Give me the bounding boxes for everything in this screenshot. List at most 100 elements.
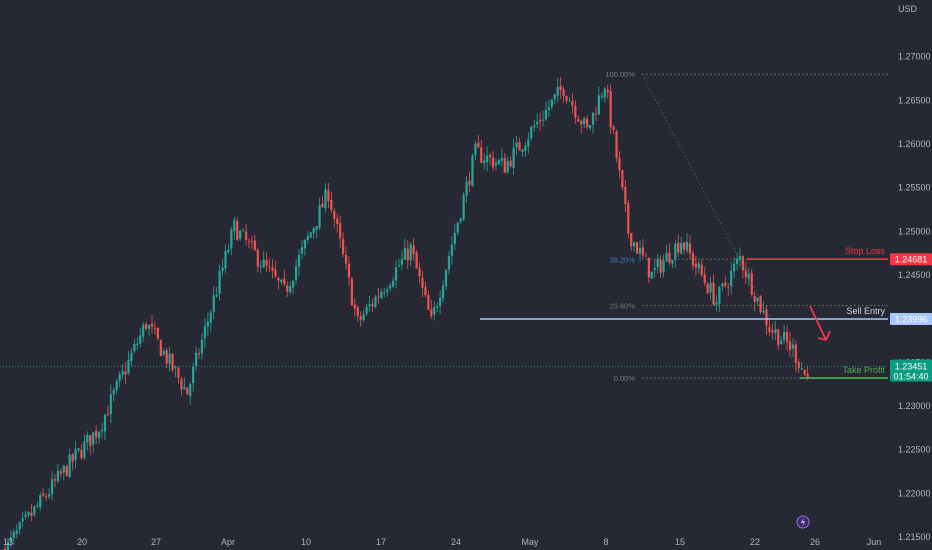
- candle-body[interactable]: [83, 441, 86, 458]
- candle-body[interactable]: [236, 221, 239, 241]
- candle-body[interactable]: [665, 253, 668, 262]
- candle-body[interactable]: [21, 518, 24, 522]
- candle-body[interactable]: [577, 119, 580, 122]
- candle-body[interactable]: [174, 366, 177, 369]
- candle-body[interactable]: [583, 118, 586, 125]
- candle-body[interactable]: [538, 120, 542, 122]
- candle-body[interactable]: [374, 296, 377, 308]
- candle-body[interactable]: [724, 282, 727, 286]
- candle-body[interactable]: [774, 329, 777, 334]
- candle-body[interactable]: [145, 323, 148, 329]
- candle-body[interactable]: [77, 448, 80, 451]
- candle-body[interactable]: [400, 258, 403, 265]
- candle-body[interactable]: [744, 270, 747, 277]
- candle-body[interactable]: [186, 387, 189, 395]
- candle-body[interactable]: [112, 389, 115, 395]
- candle-body[interactable]: [536, 121, 539, 125]
- candle-body[interactable]: [50, 479, 54, 495]
- candle-body[interactable]: [103, 414, 107, 432]
- candle-body[interactable]: [86, 434, 89, 443]
- candle-body[interactable]: [71, 454, 74, 462]
- candle-body[interactable]: [109, 394, 112, 414]
- candle-body[interactable]: [471, 155, 474, 187]
- candle-body[interactable]: [353, 304, 356, 309]
- candle-body[interactable]: [39, 495, 42, 508]
- candle-body[interactable]: [515, 142, 518, 148]
- candle-body[interactable]: [750, 273, 753, 296]
- candle-body[interactable]: [183, 386, 186, 390]
- candle-body[interactable]: [303, 239, 306, 249]
- candle-body[interactable]: [727, 287, 730, 289]
- candle-body[interactable]: [456, 222, 459, 233]
- candle-body[interactable]: [541, 119, 545, 121]
- candle-body[interactable]: [297, 255, 301, 267]
- candle-body[interactable]: [506, 161, 509, 172]
- candle-body[interactable]: [594, 113, 598, 115]
- candle-body[interactable]: [780, 341, 783, 345]
- candle-body[interactable]: [691, 252, 695, 266]
- candle-body[interactable]: [244, 231, 248, 240]
- candle-body[interactable]: [483, 160, 486, 164]
- candle-body[interactable]: [209, 312, 212, 323]
- candle-body[interactable]: [97, 432, 101, 439]
- candle-body[interactable]: [700, 264, 703, 275]
- candle-body[interactable]: [656, 259, 659, 268]
- candle-body[interactable]: [544, 109, 548, 120]
- candle-body[interactable]: [586, 118, 589, 128]
- candle-body[interactable]: [730, 270, 733, 287]
- candle-body[interactable]: [386, 289, 389, 293]
- candle-body[interactable]: [306, 236, 309, 241]
- candle-body[interactable]: [624, 186, 627, 204]
- candle-body[interactable]: [368, 304, 371, 307]
- candle-body[interactable]: [68, 454, 71, 477]
- candle-body[interactable]: [139, 334, 142, 344]
- candle-body[interactable]: [444, 269, 448, 287]
- candle-body[interactable]: [783, 332, 786, 340]
- candle-body[interactable]: [415, 252, 418, 269]
- candle-body[interactable]: [327, 190, 330, 202]
- candle-body[interactable]: [403, 248, 406, 260]
- candle-body[interactable]: [738, 255, 742, 260]
- candle-body[interactable]: [703, 274, 706, 283]
- candle-body[interactable]: [680, 243, 683, 254]
- candle-body[interactable]: [553, 94, 556, 100]
- candle-body[interactable]: [330, 199, 333, 210]
- candle-body[interactable]: [421, 277, 424, 288]
- candle-body[interactable]: [342, 239, 345, 254]
- candle-body[interactable]: [441, 285, 445, 299]
- candle-body[interactable]: [447, 256, 451, 270]
- candle-body[interactable]: [53, 479, 57, 481]
- candle-body[interactable]: [638, 247, 642, 254]
- candle-body[interactable]: [221, 267, 224, 272]
- candle-body[interactable]: [465, 181, 468, 196]
- candle-body[interactable]: [706, 283, 709, 294]
- candle-body[interactable]: [765, 309, 768, 326]
- candle-body[interactable]: [721, 283, 724, 287]
- candle-body[interactable]: [518, 142, 521, 151]
- candle-body[interactable]: [250, 241, 254, 243]
- candle-body[interactable]: [430, 309, 433, 317]
- candles[interactable]: [3, 76, 809, 550]
- candle-body[interactable]: [630, 233, 633, 247]
- candle-body[interactable]: [224, 250, 227, 269]
- candle-body[interactable]: [474, 143, 477, 156]
- candle-body[interactable]: [339, 223, 342, 239]
- candle-body[interactable]: [344, 255, 348, 264]
- candle-body[interactable]: [677, 242, 680, 253]
- candle-body[interactable]: [662, 260, 665, 273]
- candle-body[interactable]: [688, 243, 692, 254]
- candle-body[interactable]: [588, 125, 592, 129]
- candle-body[interactable]: [503, 158, 506, 174]
- candle-body[interactable]: [565, 96, 568, 101]
- candle-body[interactable]: [247, 241, 251, 243]
- candle-body[interactable]: [315, 226, 318, 230]
- candle-body[interactable]: [356, 307, 359, 316]
- candle-body[interactable]: [189, 384, 192, 396]
- candle-body[interactable]: [171, 353, 174, 370]
- candle-body[interactable]: [489, 154, 492, 158]
- candle-body[interactable]: [574, 105, 577, 118]
- candle-body[interactable]: [424, 287, 427, 296]
- candle-body[interactable]: [177, 368, 180, 378]
- candle-body[interactable]: [697, 263, 700, 269]
- lightning-icon[interactable]: [796, 515, 810, 529]
